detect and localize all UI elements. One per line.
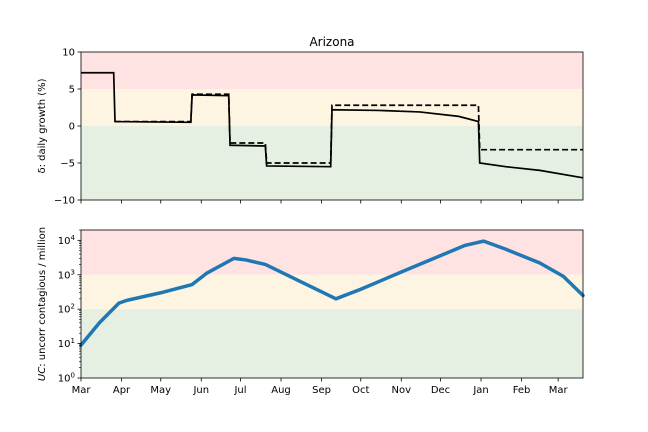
y-tick-label: 103	[58, 268, 75, 281]
chart-title: Arizona	[309, 35, 354, 49]
top-y-axis-label: δ: daily growth (%)	[37, 78, 48, 173]
x-tick-label: Feb	[513, 385, 531, 396]
x-tick-label: Jan	[472, 385, 488, 396]
x-tick-label: Jul	[233, 385, 246, 396]
y-tick-label: 102	[58, 303, 75, 316]
top-panel: −10 −5 0 5 10 Arizona δ: daily growth (%)	[37, 35, 583, 207]
x-tick-label: Jun	[192, 385, 209, 396]
bottom-y-axis-label: UC: uncorr contagious / million	[37, 227, 48, 381]
y-tick-label: 101	[58, 337, 75, 350]
y-tick-label: 5	[69, 85, 75, 96]
band-red	[81, 52, 583, 89]
bottom-panel: 100 101 102 103 104 Mar Apr May Jun Jul Aug Sep Oct…	[37, 227, 583, 396]
y-tick-label: 10	[62, 48, 75, 59]
x-tick-label: Mar	[72, 385, 92, 396]
x-tick-label: May	[150, 385, 171, 396]
y-tick-label: −5	[60, 159, 75, 170]
band-green	[81, 309, 583, 378]
x-tick-label: Mar	[549, 385, 569, 396]
x-tick-label: Oct	[352, 385, 369, 396]
y-tick-label: 100	[58, 372, 75, 385]
x-tick-label: Apr	[113, 385, 131, 396]
band-red	[81, 230, 583, 275]
x-tick-label: Aug	[271, 385, 291, 396]
x-tick-label: Nov	[392, 385, 412, 396]
x-tick-label: Dec	[431, 385, 450, 396]
y-tick-label: −10	[54, 196, 75, 207]
y-tick-label: 104	[58, 234, 76, 247]
y-tick-label: 0	[69, 122, 75, 133]
x-tick-label: Sep	[312, 385, 331, 396]
